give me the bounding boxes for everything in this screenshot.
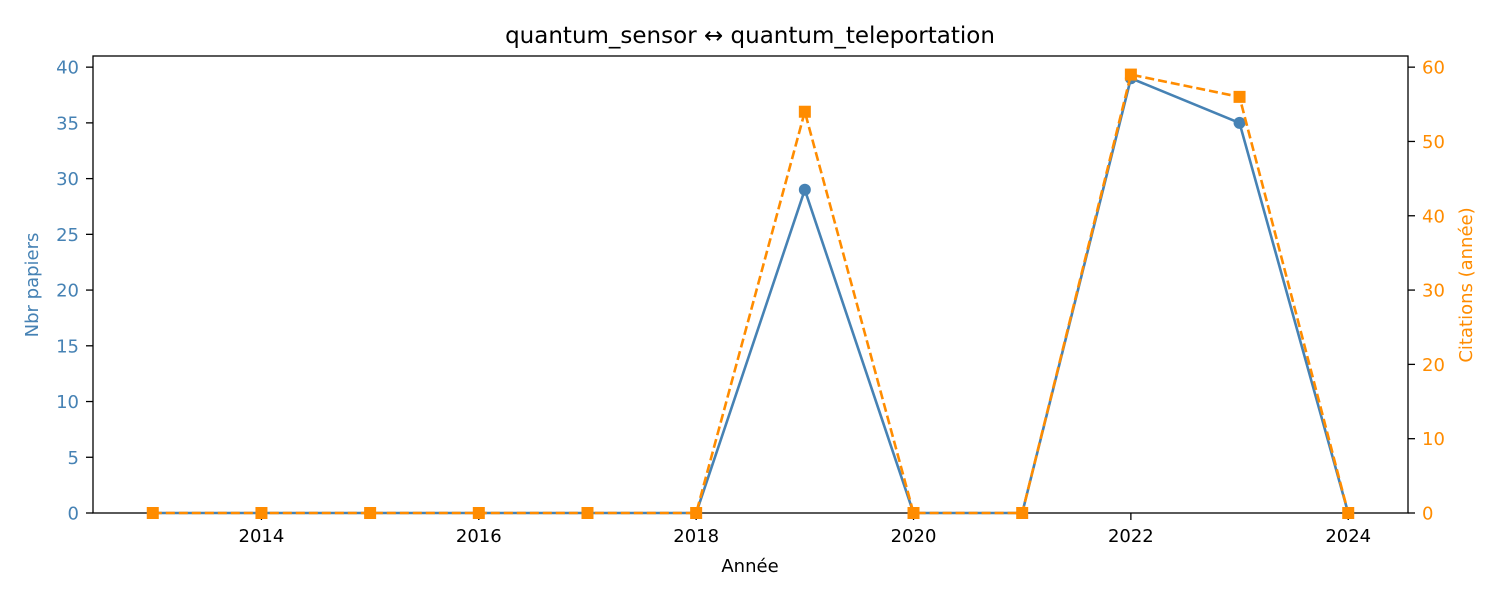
y-right-tick-label: 50 [1422, 132, 1445, 153]
y-left-tick-label: 35 [56, 113, 79, 134]
y-right-tick-label: 60 [1422, 58, 1445, 79]
x-axis: 2014 2016 2018 2020 2022 2024 [239, 513, 1371, 547]
x-tick-label: 2014 [239, 526, 285, 547]
y-right-tick-label: 10 [1422, 429, 1445, 450]
y-right-tick-label: 20 [1422, 355, 1445, 376]
series-1-point [798, 183, 811, 196]
series-2-point [907, 507, 920, 519]
series-2-point [690, 507, 703, 519]
y-left-tick-label: 0 [68, 504, 79, 525]
y-left-tick-label: 25 [56, 225, 79, 246]
y-axis-right-title: Citations (année) [1456, 207, 1477, 362]
x-tick-label: 2018 [673, 526, 719, 547]
series-2-point [1016, 507, 1029, 519]
x-axis-title: Année [721, 556, 778, 577]
series-line-1 [152, 77, 1350, 515]
x-tick-label: 2024 [1325, 526, 1371, 547]
x-tick-label: 2016 [456, 526, 502, 547]
series-2-point [581, 507, 594, 519]
y-left-tick-label: 30 [56, 169, 79, 190]
series-2-point [1124, 68, 1137, 81]
x-tick-label: 2020 [891, 526, 937, 547]
y-left-tick-label: 10 [56, 392, 79, 413]
series-1-point [1233, 116, 1246, 129]
x-tick-label: 2022 [1108, 526, 1154, 547]
series-2-point [798, 105, 811, 118]
y-left-tick-label: 5 [68, 448, 79, 469]
y-left-tick-label: 15 [56, 336, 79, 357]
y-left-tick-label: 40 [56, 58, 79, 79]
series-2-point [255, 507, 268, 519]
y-axis-right: 0 10 20 30 40 50 60 [1408, 58, 1445, 525]
y-axis-left: 0 5 10 15 20 25 30 35 40 [56, 58, 93, 525]
series-layer [146, 68, 1355, 519]
chart-title: quantum_sensor ↔ quantum_teleportation [505, 23, 995, 49]
series-2-point [1342, 507, 1355, 519]
series-2-point [364, 507, 377, 519]
y-left-tick-label: 20 [56, 281, 79, 302]
y-right-tick-label: 30 [1422, 281, 1445, 302]
y-right-tick-label: 0 [1422, 504, 1433, 525]
series-2-point [146, 507, 159, 519]
y-axis-left-title: Nbr papiers [22, 233, 43, 338]
y-right-tick-label: 40 [1422, 206, 1445, 227]
series-2-point [472, 507, 485, 519]
plot-frame [92, 55, 1409, 514]
series-2-point [1233, 90, 1246, 103]
series-line-2 [152, 73, 1350, 515]
